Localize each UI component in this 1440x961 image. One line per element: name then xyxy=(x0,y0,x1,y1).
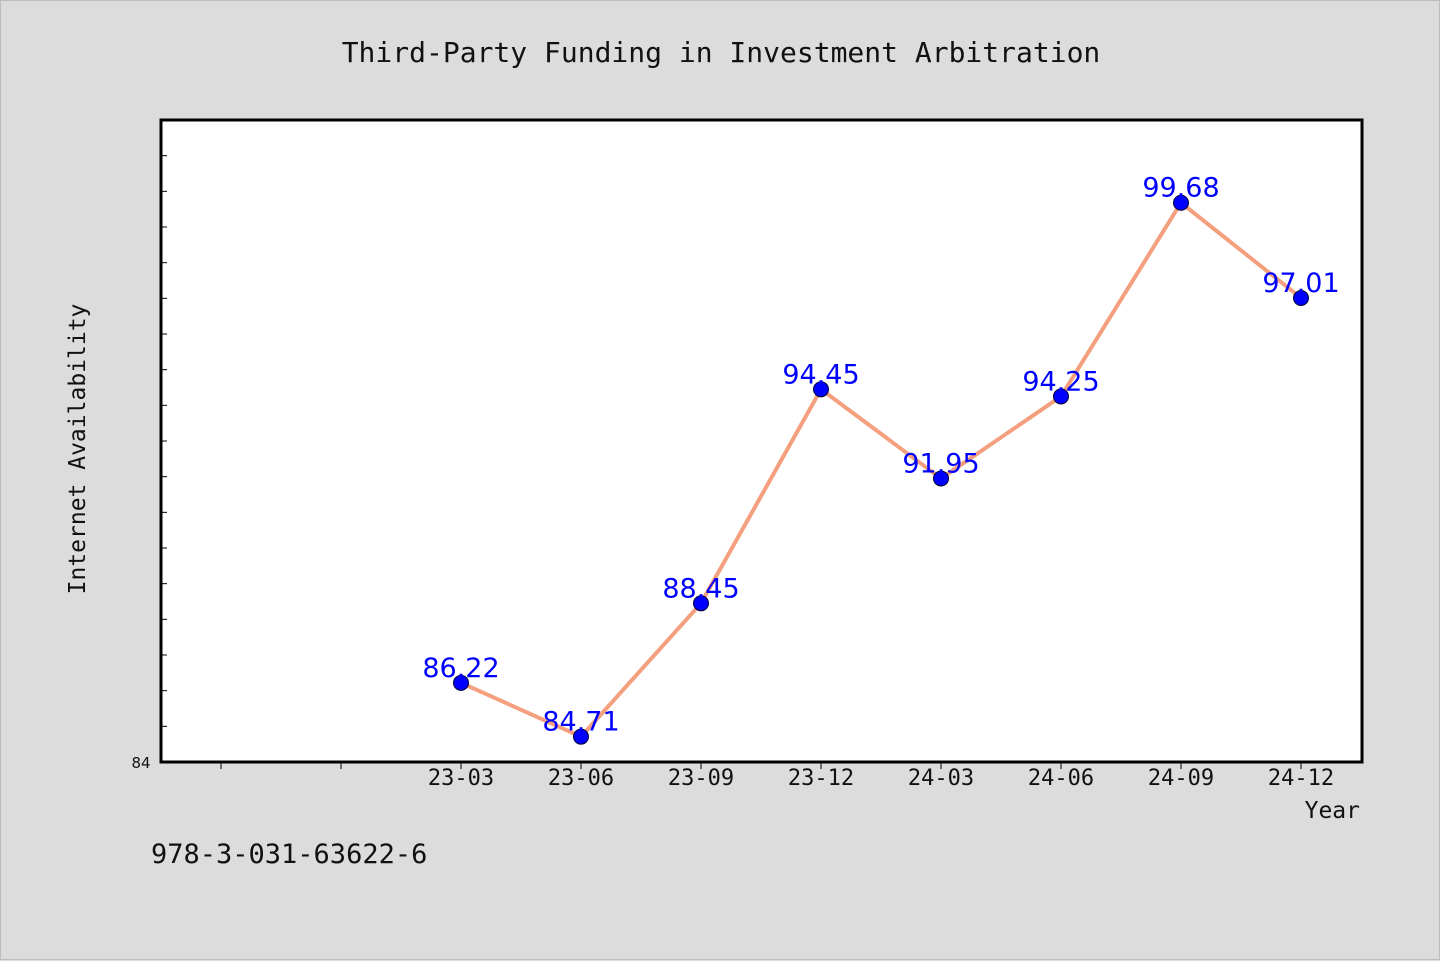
x-tick-label: 24-06 xyxy=(1028,766,1094,791)
x-tick-label: 24-03 xyxy=(908,766,974,791)
data-label: 94.45 xyxy=(782,359,859,390)
data-label: 97.01 xyxy=(1262,268,1339,299)
data-labels: 86.22 84.71 88.45 94.45 91.95 94.25 99.68 97.01 xyxy=(422,173,1339,738)
x-tick-label: 24-09 xyxy=(1148,766,1214,791)
data-label: 86.22 xyxy=(422,653,499,684)
data-point xyxy=(1293,289,1309,306)
y-tick-label-min: 84 xyxy=(131,754,150,772)
plot-area xyxy=(159,118,1364,764)
series-line xyxy=(459,200,1303,739)
data-label: 84.71 xyxy=(542,707,619,738)
series-markers xyxy=(453,194,1309,745)
chart-title: Third-Party Funding in Investment Arbitr… xyxy=(342,36,1101,69)
data-point xyxy=(1173,194,1189,211)
x-axis-ticks xyxy=(220,762,1302,769)
y-axis-label: Internet Availability xyxy=(65,304,91,595)
data-point xyxy=(813,381,829,398)
data-point xyxy=(573,728,589,745)
y-axis-ticks xyxy=(161,155,167,727)
data-label: 94.25 xyxy=(1022,366,1099,397)
data-point xyxy=(1053,388,1069,405)
x-tick-label: 23-06 xyxy=(548,766,614,791)
x-tick-label: 23-12 xyxy=(788,766,854,791)
x-tick-label: 24-12 xyxy=(1268,766,1334,791)
x-axis-tick-labels: 23-03 23-06 23-09 23-12 24-03 24-06 24-09 24-12 xyxy=(428,766,1334,791)
series-line-group xyxy=(459,200,1303,739)
data-label: 91.95 xyxy=(902,448,979,479)
data-point xyxy=(453,674,469,691)
data-label: 99.68 xyxy=(1142,173,1219,204)
data-point xyxy=(693,595,709,612)
footer-isbn: 978-3-031-63622-6 xyxy=(151,839,427,870)
x-tick-label: 23-03 xyxy=(428,766,494,791)
data-label: 88.45 xyxy=(662,573,739,604)
x-axis-label: Year xyxy=(1305,798,1360,824)
data-point xyxy=(933,470,949,487)
x-tick-label: 23-09 xyxy=(668,766,734,791)
